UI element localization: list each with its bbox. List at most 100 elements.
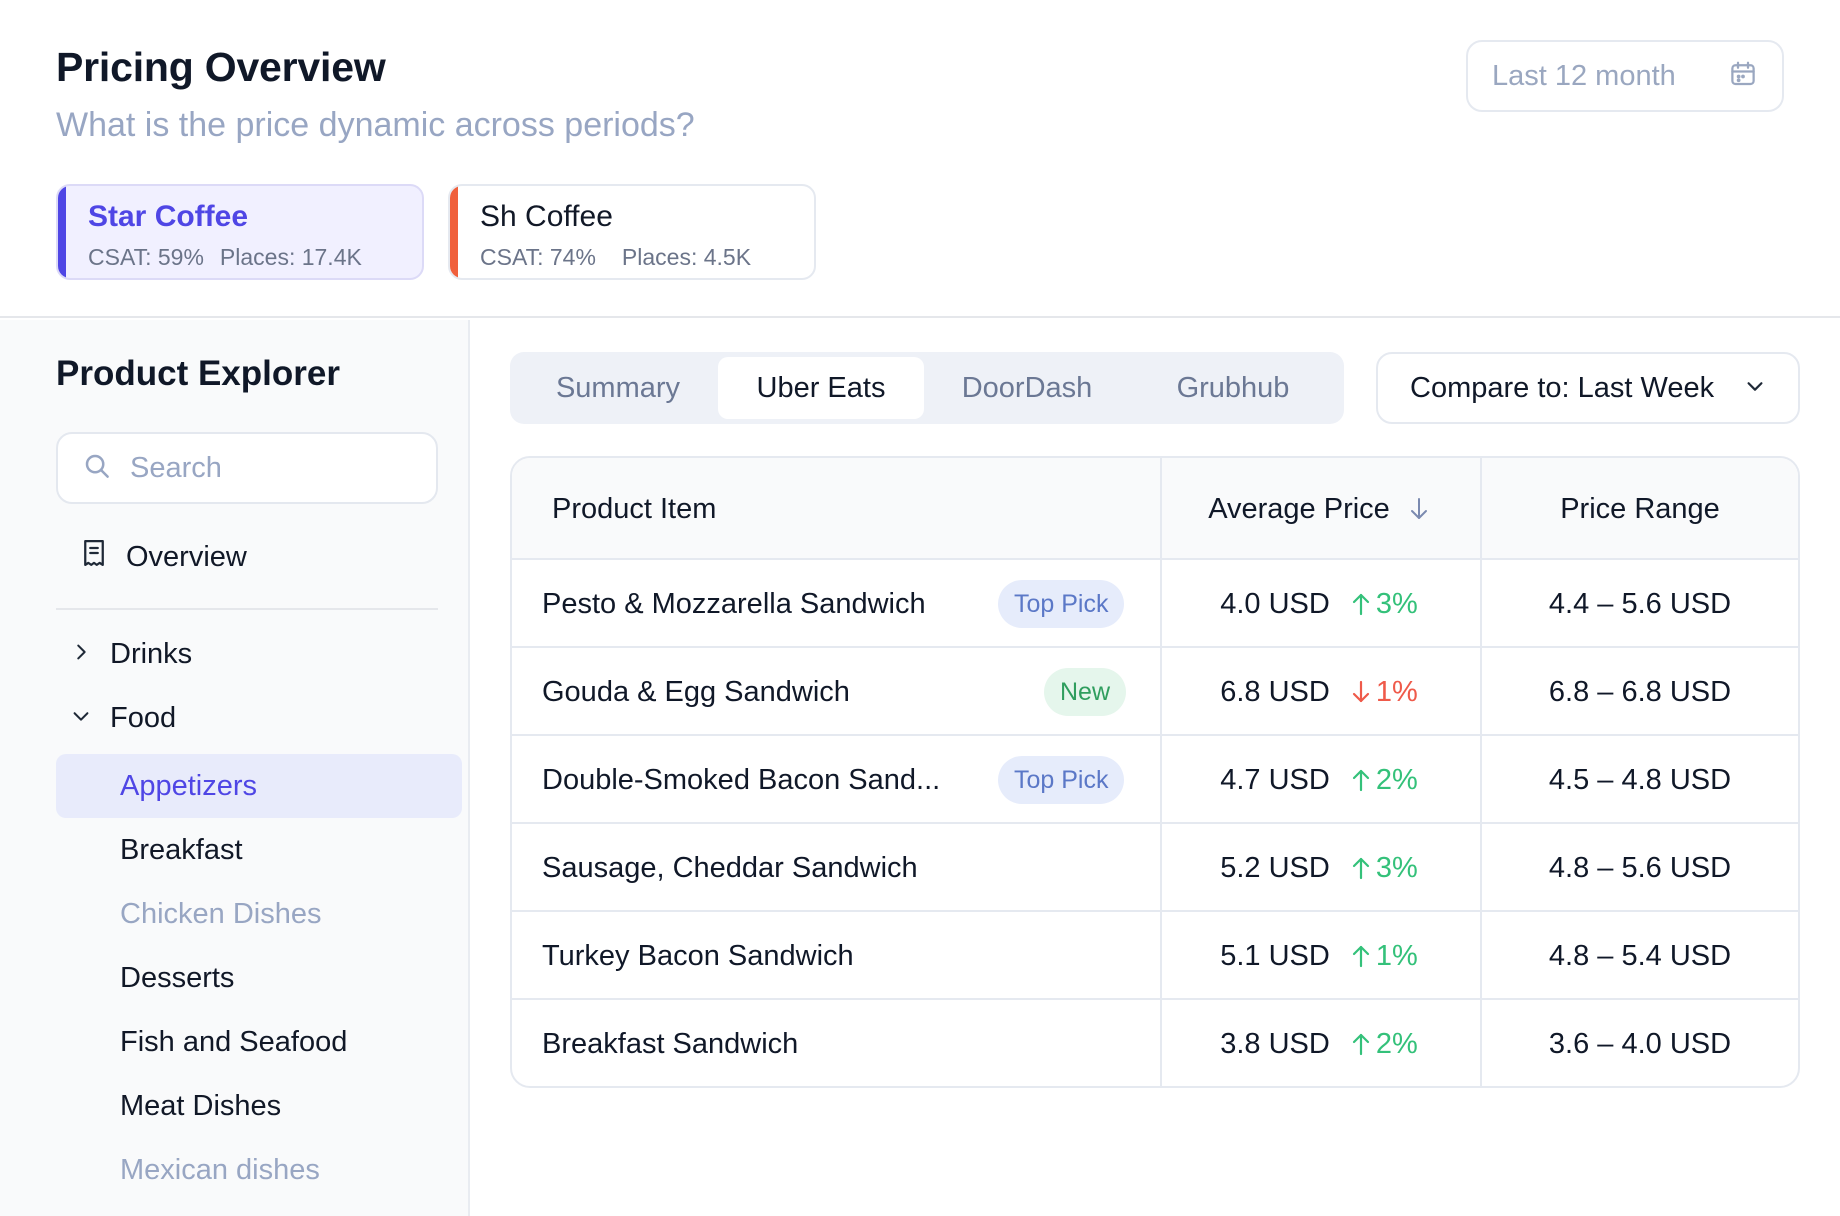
product-item-name: Gouda & Egg Sandwich [542,675,850,708]
brand-color-bar [450,186,458,278]
arrow-up-icon [1350,1031,1376,1057]
product-item-name: Turkey Bacon Sandwich [542,939,854,972]
tab-doordash[interactable]: DoorDash [961,371,1093,404]
price-range-cell: 4.8 – 5.6 USD [1548,851,1732,884]
brand-card-sh-coffee[interactable]: Sh Coffee CSAT: 74% Places: 4.5K [448,184,816,280]
brand-name: Sh Coffee [480,200,613,233]
top-pick-badge: Top Pick [998,756,1125,804]
average-price-value: 5.2 USD [1220,851,1330,884]
price-change-value: 1% [1375,675,1418,708]
price-range-cell: 4.4 – 5.6 USD [1548,587,1732,620]
price-change: 3% [1350,852,1418,885]
price-change-value: 1% [1375,939,1418,972]
brand-places: Places: 17.4K [219,244,362,270]
price-change-value: 3% [1375,587,1418,620]
average-price-value: 6.8 USD [1220,675,1330,708]
average-price-value: 5.1 USD [1220,939,1330,972]
chevron-right-icon [70,638,110,671]
brand-card-star-coffee[interactable]: Star Coffee CSAT: 59% Places: 17.4K [56,184,424,280]
column-divider [1160,458,1162,1086]
brand-csat: CSAT: 59% [88,244,204,270]
price-change: 1% [1350,940,1418,973]
price-change: 2% [1350,764,1418,797]
compare-select-label: Compare to: Last Week [1410,371,1715,404]
pricing-table: Product Item Average Price Price Range P… [510,456,1800,1088]
tree-item-label: Drinks [110,638,193,670]
top-pick-badge: Top Pick [998,580,1125,628]
calendar-icon [1728,59,1758,94]
sidebar-divider [56,608,438,610]
average-price-value: 4.0 USD [1220,587,1330,620]
column-header-product-item[interactable]: Product Item [552,492,717,525]
sidebar-item-fish-and-seafood[interactable]: Fish and Seafood [120,1025,348,1058]
new-badge: New [1044,668,1127,716]
average-price-cell: 4.0 USD 3% [1160,560,1478,648]
tab-summary[interactable]: Summary [555,371,681,404]
compare-period-select[interactable]: Compare to: Last Week [1376,352,1800,424]
column-header-average-price[interactable]: Average Price [1160,458,1478,560]
sidebar-item-desserts[interactable]: Desserts [120,961,235,994]
sort-desc-icon [1408,496,1430,522]
average-price-value: 3.8 USD [1220,1027,1330,1060]
brand-name: Star Coffee [88,200,249,233]
sidebar-item-chicken-dishes[interactable]: Chicken Dishes [120,897,322,930]
sidebar-item-appetizers[interactable]: Appetizers [56,754,462,818]
column-header-price-range[interactable]: Price Range [1560,492,1720,525]
price-range-cell: 4.5 – 4.8 USD [1548,763,1732,796]
table-row[interactable]: Pesto & Mozzarella Sandwich Top Pick 4.0 U… [512,560,1798,648]
sidebar-item-mexican-dishes[interactable]: Mexican dishes [120,1153,320,1186]
platform-tabs: Summary Uber Eats DoorDash Grubhub [510,352,1344,424]
page-header: Pricing Overview What is the price dynam… [0,0,1840,318]
brand-places: Places: 4.5K [621,244,752,270]
product-explorer-sidebar: Product Explorer Overview Drinks [0,320,470,1216]
tab-grubhub[interactable]: Grubhub [1176,371,1290,404]
price-change: 1% [1350,676,1418,709]
arrow-up-icon [1350,591,1376,617]
price-range-cell: 3.6 – 4.0 USD [1548,1027,1732,1060]
average-price-cell: 4.7 USD 2% [1160,736,1478,824]
table-header: Product Item Average Price Price Range [512,458,1798,560]
sidebar-title: Product Explorer [56,354,340,393]
sidebar-item-breakfast[interactable]: Breakfast [120,833,243,866]
column-divider [1480,458,1482,1086]
search-input[interactable] [130,451,390,485]
table-row[interactable]: Double-Smoked Bacon Sand... Top Pick 4.7 U… [512,736,1798,824]
nav-overview[interactable]: Overview [80,538,247,576]
brand-color-bar [58,186,66,278]
table-row[interactable]: Gouda & Egg Sandwich New 6.8 USD 1% 6.8 – 6.… [512,648,1798,736]
tree-item-label: Food [110,702,177,734]
average-price-value: 4.7 USD [1220,763,1330,796]
tree-item-food[interactable]: Food [70,702,176,735]
price-range-cell: 6.8 – 6.8 USD [1548,675,1732,708]
receipt-icon [80,538,126,576]
price-change: 3% [1350,588,1418,621]
price-change-value: 2% [1375,763,1418,796]
average-price-cell: 6.8 USD 1% [1160,648,1478,736]
price-change-value: 3% [1375,851,1418,884]
table-row[interactable]: Turkey Bacon Sandwich 5.1 USD 1% 4.8 – 5.4 … [512,912,1798,1000]
table-row[interactable]: Breakfast Sandwich 3.8 USD 2% 3.6 – 4.0 USD [512,1000,1798,1086]
product-item-name: Sausage, Cheddar Sandwich [542,851,918,884]
chevron-down-icon [70,702,110,735]
nav-overview-label: Overview [126,540,247,573]
average-price-cell: 5.2 USD 3% [1160,824,1478,912]
date-range-picker[interactable]: Last 12 month [1466,40,1784,112]
arrow-up-icon [1350,767,1376,793]
tree-item-drinks[interactable]: Drinks [70,638,192,671]
price-range-cell: 4.8 – 5.4 USD [1548,939,1732,972]
table-row[interactable]: Sausage, Cheddar Sandwich 5.2 USD 3% 4.8 – … [512,824,1798,912]
average-price-cell: 5.1 USD 1% [1160,912,1478,1000]
price-change: 2% [1350,1028,1418,1061]
arrow-up-icon [1350,855,1376,881]
page-title: Pricing Overview [56,44,386,90]
column-header-label: Average Price [1208,492,1390,525]
tab-uber-eats[interactable]: Uber Eats [718,357,924,419]
product-item-name: Pesto & Mozzarella Sandwich [542,587,926,620]
search-icon [82,451,130,486]
product-item-name: Breakfast Sandwich [542,1027,799,1060]
brand-meta: CSAT: 59% Places: 17.4K [88,244,392,271]
chevron-down-icon [1744,372,1766,405]
brand-csat: CSAT: 74% [480,244,596,270]
sidebar-item-meat-dishes[interactable]: Meat Dishes [120,1089,282,1122]
search-box[interactable] [56,432,438,504]
